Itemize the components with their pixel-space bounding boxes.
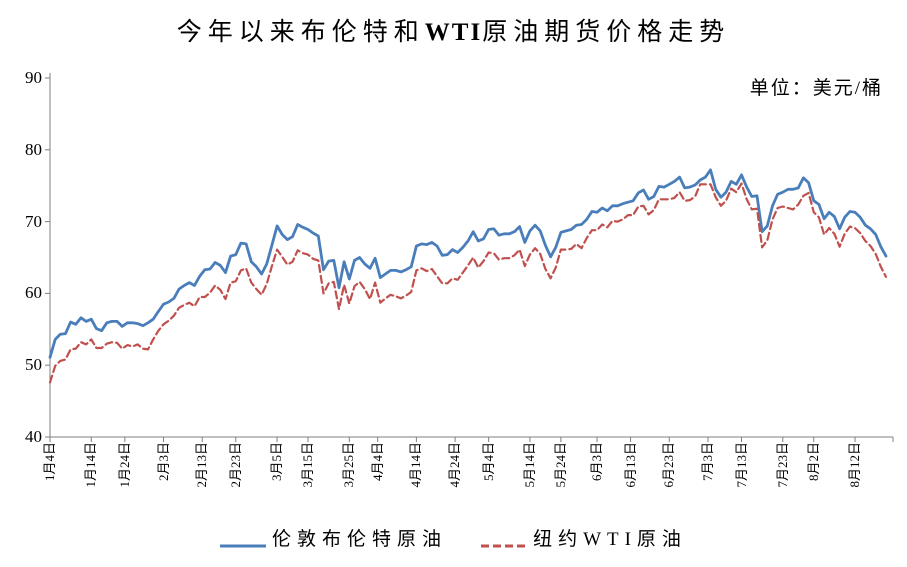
legend-label-wti: 纽约WTI原油: [533, 529, 687, 550]
y-axis-tick-label: 50: [25, 355, 42, 375]
y-axis-tick-label: 70: [25, 211, 42, 231]
x-axis-tick-label: 5月24日: [552, 442, 568, 488]
chart-title-wti: WTI: [424, 19, 483, 46]
x-axis-tick-label: 2月13日: [194, 442, 210, 488]
unit-label: 单位：美元/桶: [749, 78, 883, 99]
x-axis-tick-label: 1月24日: [116, 442, 132, 488]
y-axis-tick-label: 40: [25, 427, 42, 446]
x-axis-tick-label: 3月15日: [300, 442, 316, 488]
legend-line-brent-icon: [220, 534, 267, 547]
y-axis-tick-label: 90: [25, 68, 42, 87]
x-axis-tick-label: 7月13日: [733, 442, 749, 488]
x-axis-tick-label: 1月14日: [83, 442, 99, 488]
chart-title-prefix: 今年以来布伦特和: [176, 19, 425, 46]
x-axis-tick-label: 6月23日: [661, 442, 677, 488]
x-axis-tick-label: 4月14日: [408, 442, 424, 488]
x-axis-tick-label: 5月14日: [521, 442, 537, 488]
x-axis-tick-label: 8月2日: [805, 442, 821, 482]
x-axis-tick-label: 3月25日: [341, 442, 357, 488]
y-axis-tick-label: 60: [25, 283, 42, 303]
x-axis-tick-label: 2月23日: [227, 442, 243, 488]
y-axis-tick-label: 80: [25, 139, 42, 159]
legend-label-brent: 伦敦布伦特原油: [272, 529, 448, 550]
chart-title: 今年以来布伦特和WTI原油期货价格走势: [0, 12, 907, 48]
x-axis-tick-label: 2月3日: [155, 442, 171, 482]
x-axis-tick-label: 3月5日: [269, 442, 285, 482]
x-axis-tick-label: 1月4日: [42, 442, 57, 482]
legend-line-wti-icon: [481, 534, 528, 547]
x-axis-tick-label: 7月23日: [774, 442, 790, 488]
wti-price-line: [48, 182, 888, 384]
x-axis-tick-label: 6月3日: [589, 442, 604, 482]
brent-price-line: [48, 168, 888, 359]
legend: 伦敦布伦特原油 纽约WTI原油: [0, 524, 907, 551]
x-axis-tick-label: 7月3日: [699, 442, 715, 482]
x-axis-tick-label: 5月4日: [480, 442, 496, 482]
x-axis-tick-label: 8月12日: [847, 442, 863, 488]
legend-sample-svg: [220, 544, 267, 547]
chart-title-suffix: 原油期货价格走势: [482, 19, 731, 46]
legend-sample-svg: [481, 544, 528, 547]
x-axis-tick-label: 4月24日: [447, 442, 463, 488]
x-axis-tick-label: 4月4日: [369, 442, 385, 482]
x-axis-tick-label: 6月13日: [622, 442, 638, 488]
